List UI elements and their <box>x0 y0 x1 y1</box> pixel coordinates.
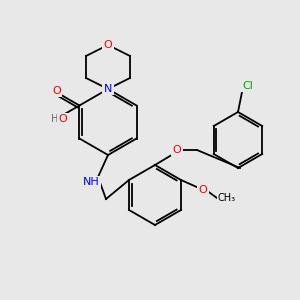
Text: O: O <box>172 145 182 155</box>
Text: Cl: Cl <box>243 81 254 91</box>
Text: O: O <box>199 185 207 195</box>
Text: O: O <box>52 85 61 95</box>
Text: N: N <box>104 84 112 94</box>
Text: H: H <box>51 113 58 124</box>
Text: CH₃: CH₃ <box>218 193 236 203</box>
Text: NH: NH <box>82 177 99 187</box>
Text: O: O <box>58 115 67 124</box>
Text: O: O <box>103 40 112 50</box>
